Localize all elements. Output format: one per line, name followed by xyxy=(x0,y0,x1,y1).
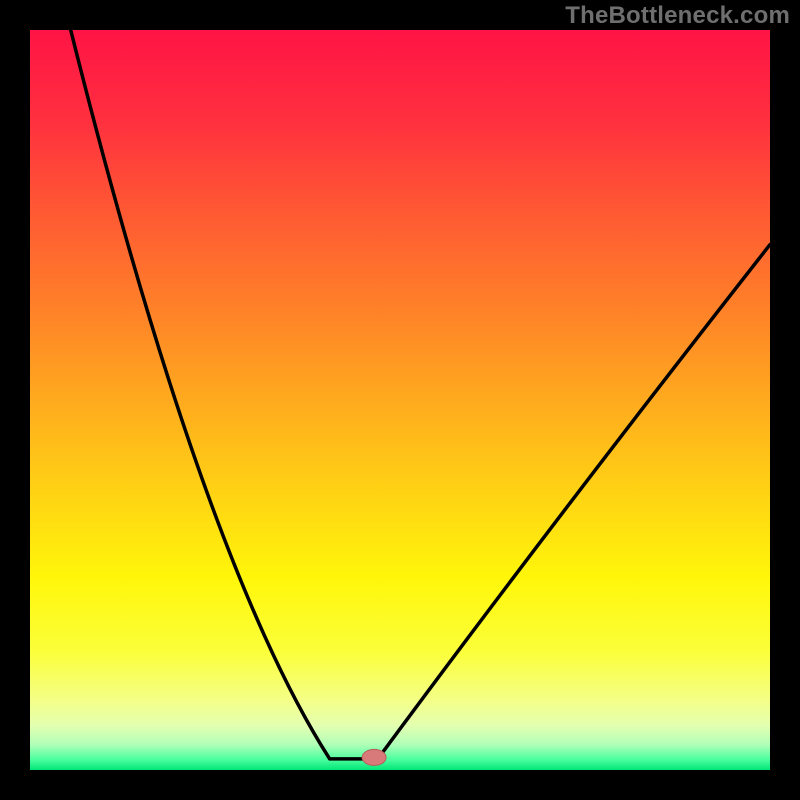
plot-gradient-background xyxy=(30,30,770,770)
chart-canvas: TheBottleneck.com xyxy=(0,0,800,800)
bottleneck-chart-svg xyxy=(0,0,800,800)
optimal-point-marker xyxy=(362,749,386,765)
